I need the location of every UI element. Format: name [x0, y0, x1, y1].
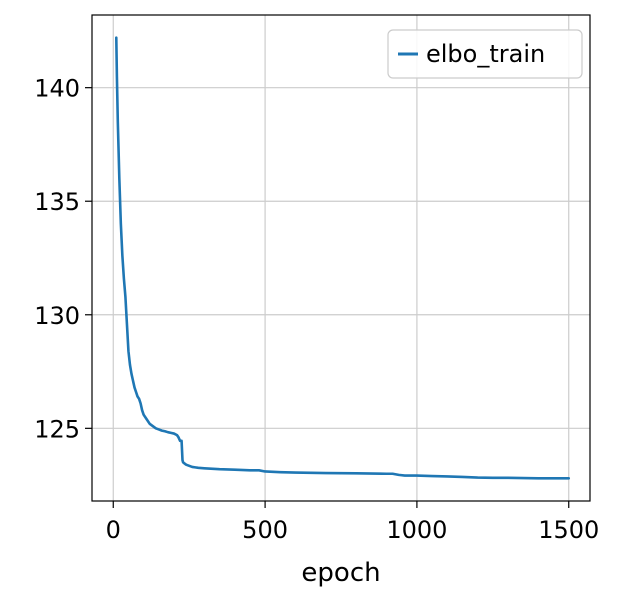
x-tick-label: 0	[106, 516, 121, 544]
legend: elbo_train	[387, 29, 583, 79]
y-tick-label: 130	[34, 302, 80, 330]
series-layer	[114, 36, 571, 480]
x-tick-label: 1000	[386, 516, 447, 544]
x-tick-label: 500	[242, 516, 288, 544]
y-tick-label: 140	[34, 75, 80, 103]
x-axis-label: epoch	[301, 558, 380, 588]
legend-box	[387, 29, 583, 79]
series-line	[114, 36, 571, 480]
legend-label: elbo_train	[426, 40, 545, 68]
x-tick-label: 1500	[538, 516, 599, 544]
grid	[92, 15, 590, 501]
y-tick-label: 135	[34, 188, 80, 216]
y-tick-label: 125	[34, 415, 80, 443]
y-axis: 125 130 135 140	[34, 75, 92, 443]
plot-frame	[91, 14, 591, 502]
x-axis: 0 500 1000 1500	[106, 501, 599, 544]
